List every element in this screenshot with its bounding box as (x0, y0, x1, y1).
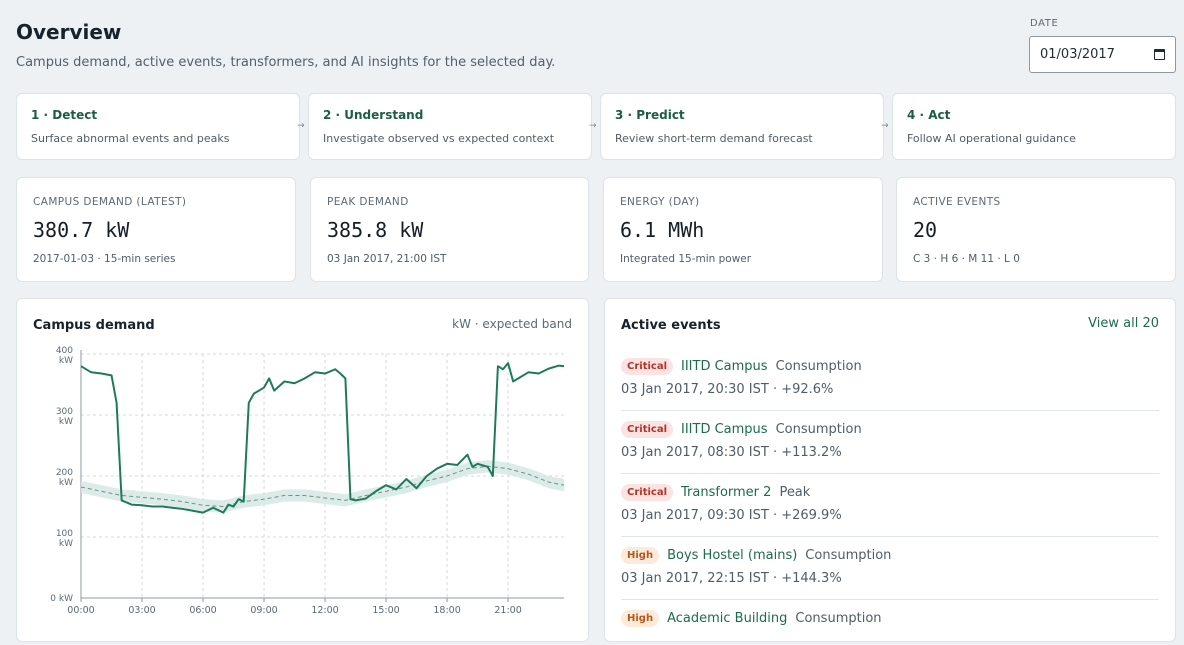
step-description: Follow AI operational guidance (907, 132, 1076, 145)
event-detail: 03 Jan 2017, 08:30 IST · +113.2% (621, 445, 842, 460)
step-title: 4 · Act (907, 108, 951, 122)
campus-demand-panel: Campus demand kW · expected band 0 kW 100… (16, 298, 589, 642)
x-tick-label: 06:00 (189, 605, 216, 616)
step-description: Surface abnormal events and peaks (31, 132, 230, 145)
view-all-events-link[interactable]: View all 20 (1088, 316, 1159, 331)
calendar-icon[interactable] (1154, 49, 1165, 60)
expected-band (81, 460, 564, 513)
kpi-value: 380.7 kW (33, 218, 130, 242)
kpi-energy-day: ENERGY (DAY) 6.1 MWh Integrated 15-min p… (603, 177, 883, 282)
x-tick-label: 09:00 (250, 605, 277, 616)
step-arrow-icon: → (297, 121, 305, 131)
x-tick-label: 18:00 (433, 605, 460, 616)
step-title: 1 · Detect (31, 108, 98, 122)
date-picker-input[interactable]: 01/03/2017 (1029, 36, 1176, 73)
step-title: 3 · Predict (615, 108, 685, 122)
event-item[interactable]: High Academic Building Consumption (621, 600, 1159, 641)
event-kind: Consumption (775, 359, 862, 374)
observed-series-line (80, 362, 565, 514)
kpi-subtext: 03 Jan 2017, 21:00 IST (327, 253, 447, 265)
chart-unit-note: kW · expected band (452, 317, 572, 331)
panel-title: Active events (621, 318, 721, 333)
active-events-panel: Active events View all 20 Critical IIITD … (604, 298, 1176, 642)
x-tick-label: 12:00 (311, 605, 338, 616)
y-tick-label: 400 kW (56, 346, 73, 366)
event-kind: Peak (779, 485, 811, 500)
step-card-understand[interactable]: 2 · Understand Investigate observed vs e… (308, 93, 592, 160)
x-tick-label: 15:00 (372, 605, 399, 616)
step-card-detect[interactable]: 1 · Detect Surface abnormal events and p… (16, 93, 300, 160)
page-subtitle: Campus demand, active events, transforme… (16, 55, 556, 70)
severity-badge: Critical (621, 421, 674, 438)
kpi-subtext: C 3 · H 6 · M 11 · L 0 (913, 253, 1020, 265)
event-header: Critical IIITD Campus Consumption (621, 358, 862, 375)
event-detail: 03 Jan 2017, 09:30 IST · +269.9% (621, 508, 842, 523)
kpi-value: 20 (913, 218, 938, 242)
severity-badge: Critical (621, 484, 674, 501)
x-tick-label: 21:00 (494, 605, 521, 616)
kpi-label: PEAK DEMAND (327, 196, 409, 208)
kpi-campus-demand: CAMPUS DEMAND (LATEST) 380.7 kW 2017-01-… (16, 177, 296, 282)
severity-badge: High (621, 547, 660, 564)
event-asset-link[interactable]: Transformer 2 (681, 485, 772, 500)
event-kind: Consumption (775, 422, 862, 437)
kpi-value: 385.8 kW (327, 218, 424, 242)
y-tick-label: 100 kW (56, 529, 73, 549)
step-arrow-icon: → (881, 121, 889, 131)
severity-badge: Critical (621, 358, 674, 375)
event-detail: 03 Jan 2017, 22:15 IST · +144.3% (621, 571, 842, 586)
y-tick-label: 300 kW (56, 407, 73, 427)
kpi-peak-demand: PEAK DEMAND 385.8 kW 03 Jan 2017, 21:00 … (310, 177, 589, 282)
event-header: Critical Transformer 2 Peak (621, 484, 810, 501)
page-title: Overview (16, 20, 122, 44)
event-asset-link[interactable]: IIITD Campus (681, 359, 768, 374)
y-tick-label: 200 kW (56, 468, 73, 488)
step-description: Review short-term demand forecast (615, 132, 813, 145)
date-label: DATE (1030, 18, 1059, 29)
x-tick-label: 00:00 (67, 605, 94, 616)
x-tick-label: 03:00 (128, 605, 155, 616)
event-item[interactable]: High Boys Hostel (mains) Consumption 03 Jan… (621, 537, 1159, 600)
event-kind: Consumption (805, 548, 892, 563)
event-item[interactable]: Critical IIITD Campus Consumption 03 Jan 20… (621, 411, 1159, 474)
kpi-label: CAMPUS DEMAND (LATEST) (33, 196, 187, 208)
kpi-active-events: ACTIVE EVENTS 20 C 3 · H 6 · M 11 · L 0 (896, 177, 1176, 282)
panel-title: Campus demand (33, 318, 155, 333)
kpi-label: ENERGY (DAY) (620, 196, 700, 208)
event-header: Critical IIITD Campus Consumption (621, 421, 862, 438)
step-card-act[interactable]: 4 · Act Follow AI operational guidance (892, 93, 1176, 160)
event-asset-link[interactable]: Academic Building (667, 611, 788, 626)
event-item[interactable]: Critical Transformer 2 Peak 03 Jan 2017, 09… (621, 474, 1159, 537)
kpi-subtext: Integrated 15-min power (620, 253, 752, 265)
event-header: High Academic Building Consumption (621, 610, 882, 627)
event-detail: 03 Jan 2017, 20:30 IST · +92.6% (621, 382, 834, 397)
kpi-value: 6.1 MWh (620, 218, 705, 242)
severity-badge: High (621, 610, 660, 627)
kpi-label: ACTIVE EVENTS (913, 196, 1001, 208)
step-arrow-icon: → (589, 121, 597, 131)
campus-demand-chart: 0 kW 100 kW 200 kW 300 kW 400 kW 00:00 03:00 06:00 0… (50, 346, 565, 616)
event-kind: Consumption (795, 611, 882, 626)
event-asset-link[interactable]: IIITD Campus (681, 422, 768, 437)
step-title: 2 · Understand (323, 108, 424, 122)
date-value: 01/03/2017 (1040, 47, 1115, 62)
event-asset-link[interactable]: Boys Hostel (mains) (667, 548, 798, 563)
event-header: High Boys Hostel (mains) Consumption (621, 547, 891, 564)
event-item[interactable]: Critical IIITD Campus Consumption 03 Jan 20… (621, 348, 1159, 411)
y-tick-label: 0 kW (50, 594, 73, 604)
step-card-predict[interactable]: 3 · Predict Review short-term demand for… (600, 93, 884, 160)
kpi-subtext: 2017-01-03 · 15-min series (33, 253, 176, 265)
step-description: Investigate observed vs expected context (323, 132, 555, 145)
